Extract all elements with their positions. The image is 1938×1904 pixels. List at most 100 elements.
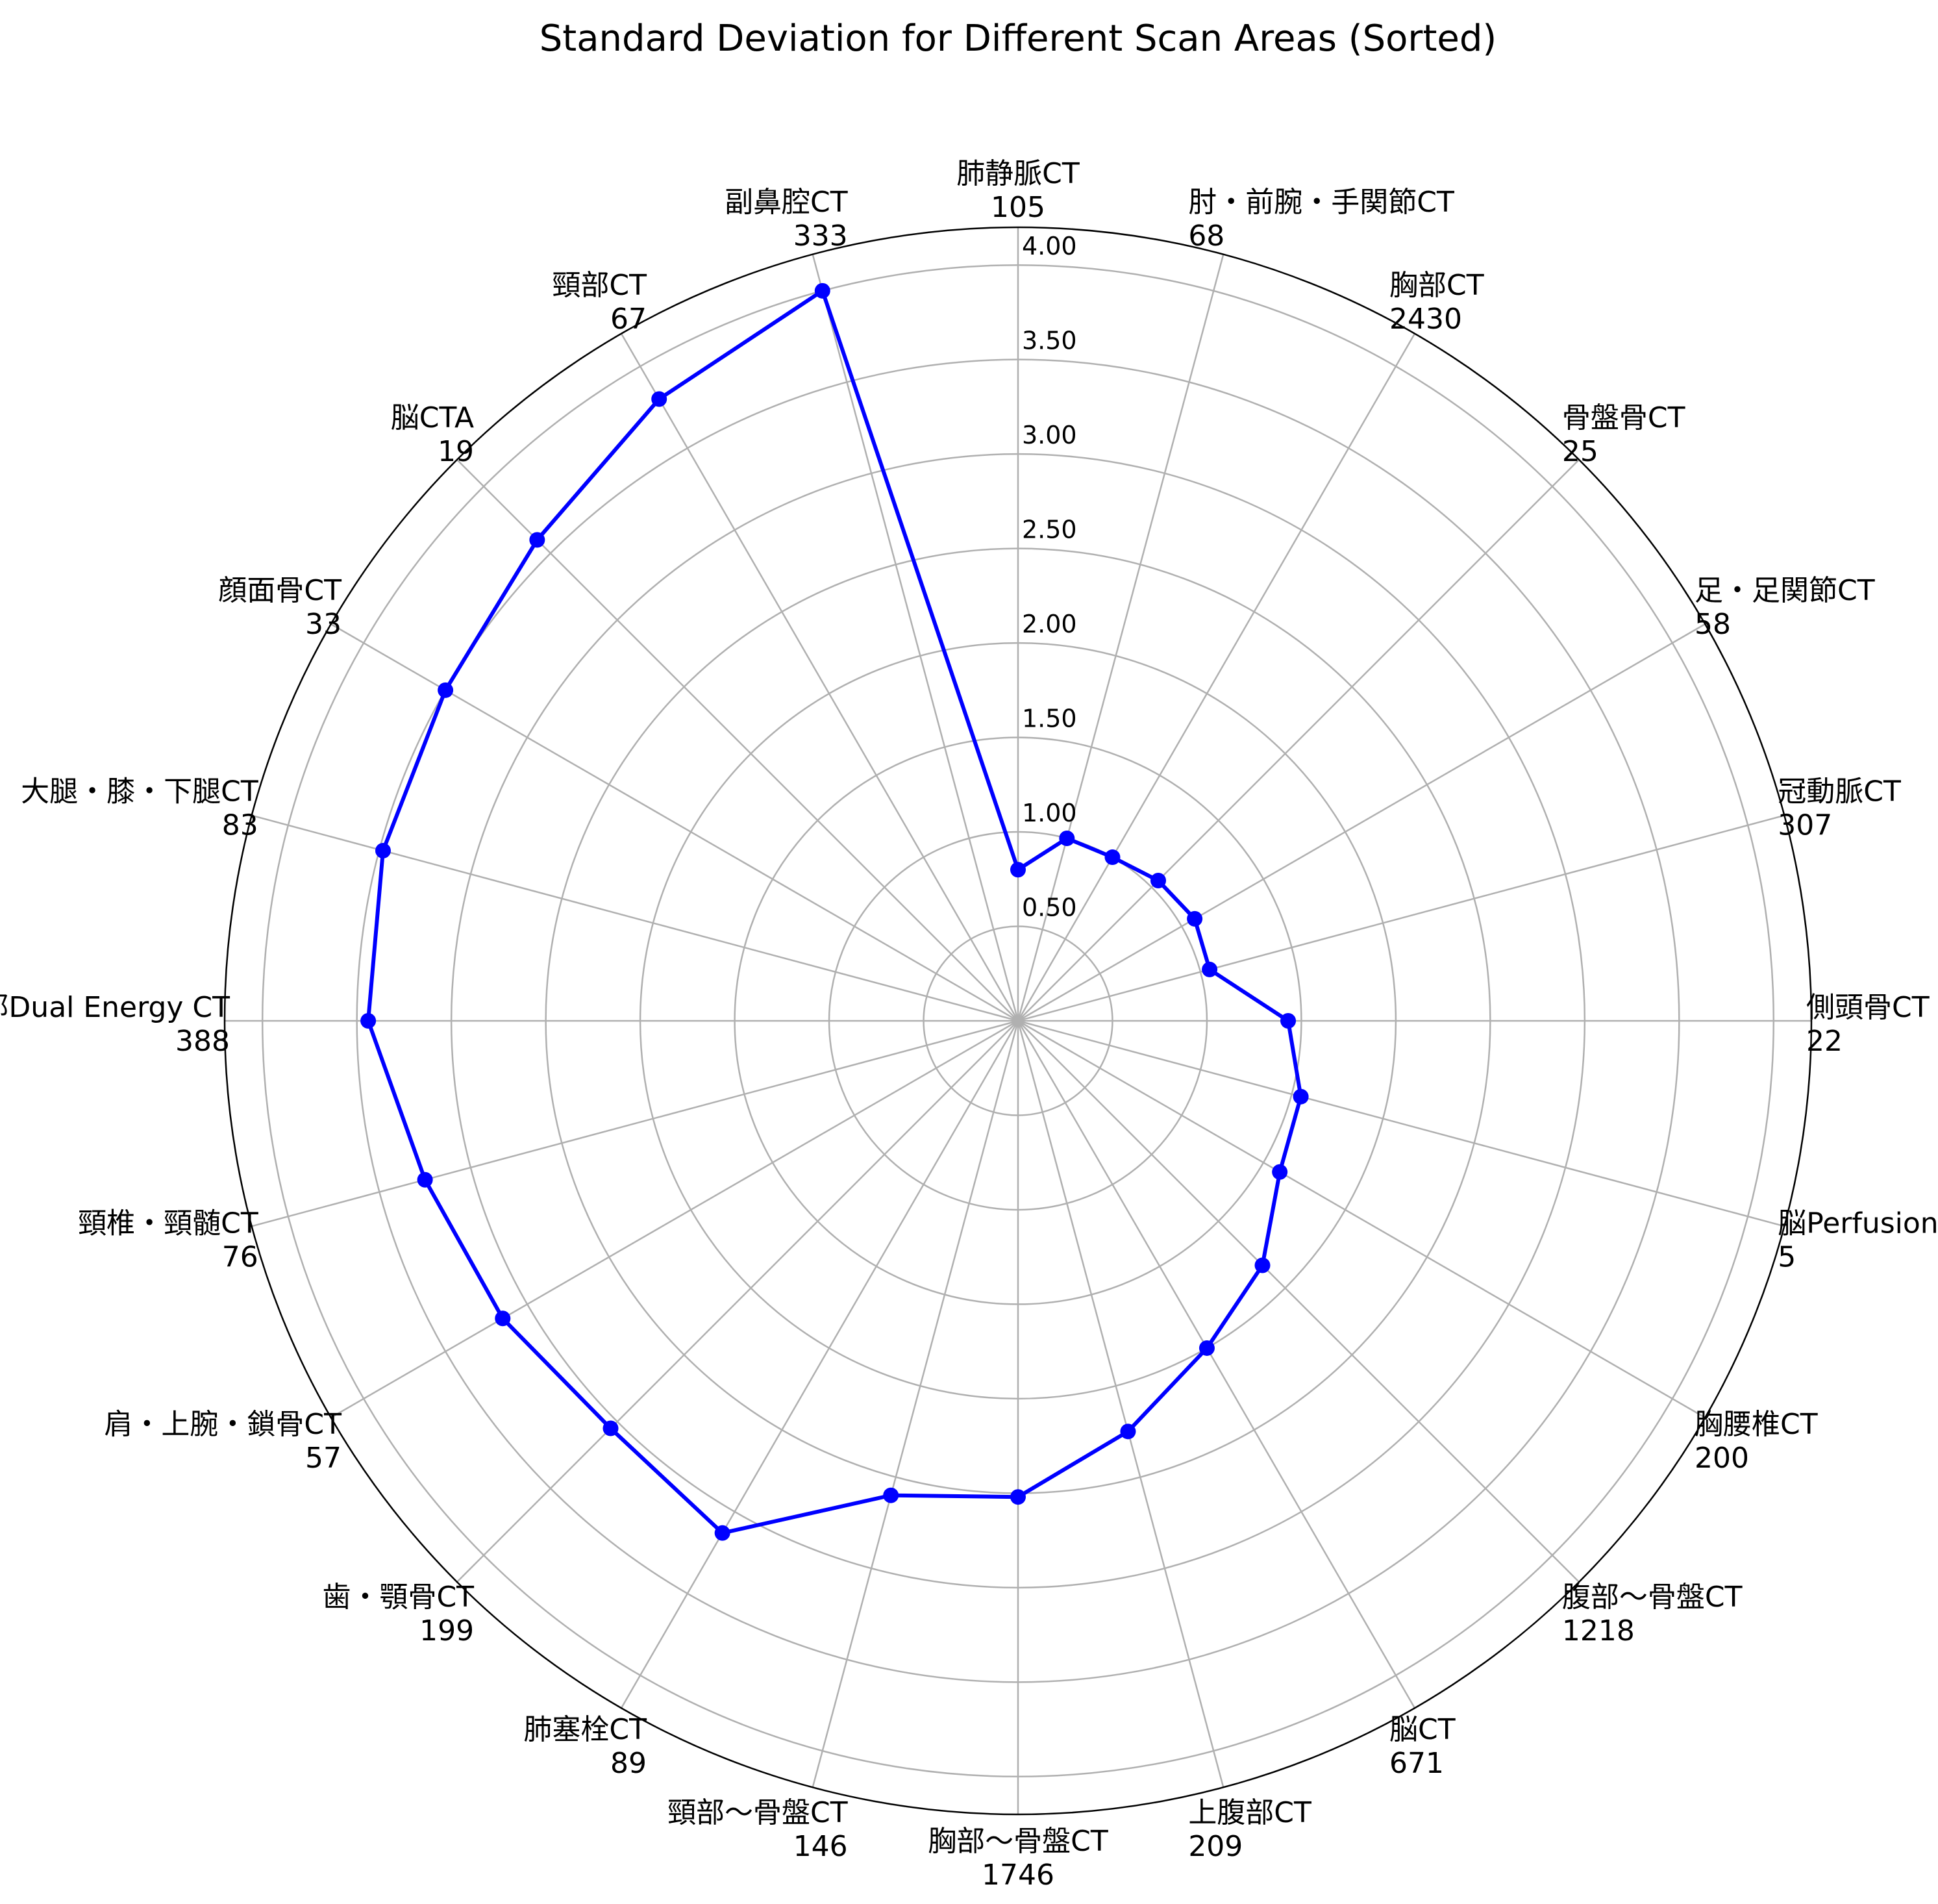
category-count: 25 xyxy=(1562,435,1598,468)
category-label: 肩・上腕・鎖骨CT xyxy=(104,1408,342,1441)
data-point xyxy=(883,1487,899,1503)
category-count: 83 xyxy=(222,809,258,842)
category-label: 側頭骨CT xyxy=(1806,991,1930,1024)
category-count: 68 xyxy=(1188,219,1224,253)
grid-spoke-13 xyxy=(812,1020,1019,1788)
category-count: 388 xyxy=(175,1025,230,1058)
data-point xyxy=(1010,1489,1026,1505)
category-label: 脳CT xyxy=(1389,1713,1456,1746)
category-count: 57 xyxy=(305,1442,342,1475)
grid-spoke-14 xyxy=(620,1020,1019,1709)
data-point xyxy=(1202,961,1218,977)
data-point xyxy=(495,1310,511,1327)
category-label: 頸椎・頸髄CT xyxy=(78,1207,258,1240)
data-point xyxy=(1120,1423,1136,1440)
grid-spoke-15 xyxy=(456,1020,1019,1583)
grid-spoke-5 xyxy=(1017,814,1785,1022)
category-label: 骨盤骨CT xyxy=(1562,401,1685,434)
grid-spoke-21 xyxy=(456,459,1019,1021)
category-count: 5 xyxy=(1778,1240,1796,1273)
data-point xyxy=(1150,872,1167,888)
category-label: 歯・顎骨CT xyxy=(322,1581,474,1614)
grid-spoke-7 xyxy=(1017,1020,1785,1227)
grid-spoke-19 xyxy=(251,814,1019,1022)
data-point xyxy=(651,391,667,407)
r-tick-label: 2.50 xyxy=(1022,516,1077,544)
grid-spoke-3 xyxy=(1017,459,1580,1021)
r-tick-label: 3.50 xyxy=(1022,327,1077,355)
category-count: 671 xyxy=(1389,1747,1444,1780)
category-count: 22 xyxy=(1806,1025,1843,1058)
category-label: 腹部～骨盤CT xyxy=(1562,1581,1743,1614)
category-label: 上腹部CT xyxy=(1188,1796,1311,1829)
data-point xyxy=(814,282,830,299)
grid-spoke-22 xyxy=(620,333,1019,1021)
data-point xyxy=(1010,862,1026,878)
category-count: 209 xyxy=(1188,1830,1243,1863)
r-tick-label: 4.00 xyxy=(1022,232,1077,260)
category-count: 58 xyxy=(1695,608,1731,641)
data-point xyxy=(714,1525,730,1541)
data-point xyxy=(1104,849,1121,866)
grid-spoke-20 xyxy=(330,623,1019,1022)
data-point xyxy=(1187,910,1203,927)
category-label: 肺静脈CT xyxy=(956,157,1080,190)
data-point xyxy=(417,1171,433,1188)
data-point xyxy=(360,1013,377,1029)
data-point xyxy=(603,1420,619,1436)
data-point xyxy=(1059,830,1075,846)
data-point xyxy=(1199,1340,1215,1356)
category-label: 頸部～骨盤CT xyxy=(667,1796,848,1829)
polar-frame xyxy=(223,226,1813,1816)
category-count: 33 xyxy=(305,608,342,641)
category-count: 2430 xyxy=(1389,303,1462,336)
grid-spoke-4 xyxy=(1017,623,1706,1022)
category-label: 胸腰椎CT xyxy=(1695,1408,1818,1441)
grid-spoke-17 xyxy=(251,1020,1019,1227)
category-label: 副鼻腔CT xyxy=(725,186,848,219)
grid-spoke-16 xyxy=(330,1020,1019,1419)
series-layer xyxy=(360,282,1309,1541)
category-count: 200 xyxy=(1695,1442,1749,1475)
category-count: 1218 xyxy=(1562,1614,1635,1647)
chart-title: Standard Deviation for Different Scan Ar… xyxy=(540,18,1497,60)
category-label: 頸部CT xyxy=(552,269,647,302)
grid-spoke-2 xyxy=(1017,333,1416,1021)
data-point xyxy=(1272,1164,1288,1180)
category-count: 307 xyxy=(1778,809,1832,842)
r-tick-label: 3.00 xyxy=(1022,421,1077,449)
r-tick-label: 1.00 xyxy=(1022,799,1077,827)
category-label: 足・足関節CT xyxy=(1695,574,1875,607)
category-count: 333 xyxy=(793,219,848,253)
category-label: 脳CTA xyxy=(391,401,474,434)
r-tick-label: 0.50 xyxy=(1022,894,1077,922)
data-point xyxy=(375,842,391,858)
data-point xyxy=(529,532,545,548)
category-count: 76 xyxy=(222,1240,258,1273)
grid-spoke-10 xyxy=(1017,1020,1416,1709)
data-point xyxy=(1293,1088,1309,1105)
category-label: 体幹部Dual Energy CT xyxy=(0,991,230,1024)
data-point xyxy=(438,682,454,698)
data-point xyxy=(1280,1013,1297,1029)
category-label: 胸部～骨盤CT xyxy=(928,1825,1108,1858)
category-label: 肺塞栓CT xyxy=(523,1713,647,1746)
category-count: 105 xyxy=(991,191,1045,224)
category-count: 89 xyxy=(610,1747,647,1780)
category-label: 冠動脈CT xyxy=(1778,775,1901,808)
category-label: 胸部CT xyxy=(1389,269,1484,302)
grid-spoke-9 xyxy=(1017,1020,1580,1583)
r-tick-label: 2.00 xyxy=(1022,610,1077,638)
category-label: 脳Perfusion xyxy=(1778,1207,1938,1240)
category-count: 67 xyxy=(610,303,647,336)
category-label: 肘・前腕・手関節CT xyxy=(1188,186,1454,219)
r-tick-label: 1.50 xyxy=(1022,705,1077,733)
category-count: 199 xyxy=(419,1614,474,1647)
grid-spoke-8 xyxy=(1017,1020,1706,1419)
grid-spoke-1 xyxy=(1017,254,1224,1021)
series-line xyxy=(366,288,1303,1535)
category-count: 19 xyxy=(438,435,474,468)
category-label: 大腿・膝・下腿CT xyxy=(21,775,258,808)
